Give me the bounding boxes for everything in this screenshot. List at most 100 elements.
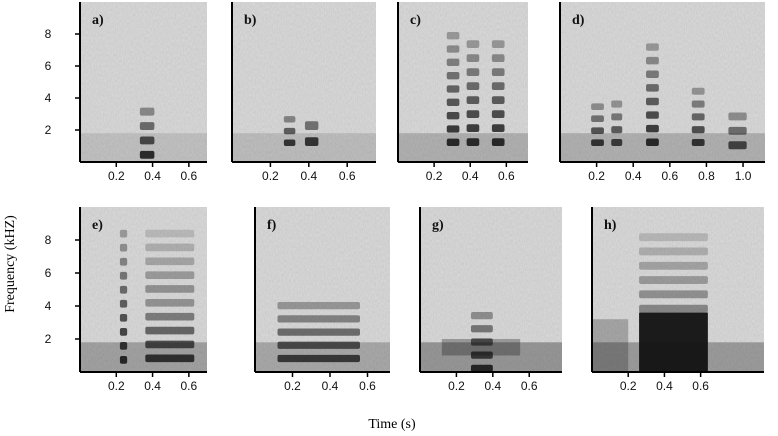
call-harmonic-band	[446, 138, 460, 146]
call-harmonic-band	[119, 356, 128, 364]
call-harmonic-band	[646, 84, 659, 92]
call-harmonic-band	[283, 127, 296, 135]
x-tick-label: 0.4	[144, 169, 161, 183]
x-tick-label: 0.2	[448, 379, 465, 393]
call-harmonic-band	[466, 96, 480, 104]
y-tick-label: 8	[45, 233, 52, 247]
panel-label: c)	[410, 13, 421, 28]
call-harmonic-band	[119, 243, 128, 252]
call-harmonic-band	[591, 139, 604, 146]
x-tick-label: 0.4	[144, 379, 161, 393]
y-tick-label: 6	[45, 59, 52, 73]
call-harmonic-band	[591, 115, 604, 122]
call-harmonic-band	[446, 32, 460, 40]
x-tick-label: 0.4	[462, 169, 479, 183]
call-harmonic-band	[446, 45, 460, 53]
call-harmonic-band	[119, 299, 128, 308]
spectrogram-noise	[232, 2, 376, 162]
spectrogram-noise	[398, 2, 528, 162]
call-energy-block	[592, 319, 629, 372]
x-tick-label: 0.4	[656, 379, 673, 393]
call-harmonic-band	[611, 126, 623, 134]
x-tick-label: 0.6	[339, 169, 356, 183]
call-harmonic-band	[145, 299, 195, 307]
y-axis-label: Frequency (kHZ)	[3, 215, 18, 313]
call-harmonic-band	[470, 311, 493, 320]
call-harmonic-band	[646, 56, 659, 65]
x-tick-label: 0.6	[181, 169, 198, 183]
call-harmonic-band	[491, 54, 505, 62]
x-tick-label: 0.8	[698, 169, 715, 183]
spectrogram-panel: 0.2 0.4 0.6 2 4 6 8 a)	[45, 2, 207, 183]
call-harmonic-band	[491, 110, 505, 118]
call-harmonic-band	[277, 315, 360, 323]
call-harmonic-band	[491, 96, 505, 104]
call-harmonic-band	[145, 243, 195, 252]
call-energy-block	[639, 312, 708, 372]
call-harmonic-band	[470, 325, 493, 333]
call-harmonic-band	[646, 138, 659, 146]
panel-label: g)	[432, 218, 444, 233]
call-harmonic-band	[145, 354, 195, 363]
x-tick-label: 0.6	[498, 169, 515, 183]
call-harmonic-band	[728, 141, 747, 150]
call-harmonic-band	[283, 116, 296, 123]
call-harmonic-band	[466, 82, 480, 90]
call-harmonic-band	[646, 70, 659, 78]
x-tick-label: 0.6	[692, 379, 709, 393]
call-harmonic-band	[446, 98, 460, 106]
call-energy-block	[441, 339, 521, 356]
y-tick-label: 2	[45, 332, 52, 346]
call-harmonic-band	[646, 43, 659, 51]
call-harmonic-band	[145, 326, 195, 335]
call-harmonic-band	[639, 304, 708, 313]
x-tick-label: 0.2	[426, 169, 443, 183]
x-tick-label: 0.2	[588, 169, 605, 183]
x-tick-label: 0.4	[300, 169, 317, 183]
call-harmonic-band	[611, 138, 623, 146]
x-tick-label: 0.4	[322, 379, 339, 393]
call-harmonic-band	[470, 364, 493, 372]
x-tick-label: 0.4	[625, 169, 642, 183]
low-frequency-band	[398, 133, 528, 162]
call-harmonic-band	[611, 100, 623, 108]
y-tick-label: 2	[45, 123, 52, 137]
call-harmonic-band	[691, 100, 705, 108]
call-harmonic-band	[139, 122, 155, 130]
spectrogram-panel: 0.2 0.4 0.6 0.8 1.0 d)	[559, 2, 765, 183]
call-harmonic-band	[646, 124, 659, 133]
call-harmonic-band	[145, 229, 195, 238]
call-harmonic-band	[639, 247, 708, 256]
call-harmonic-band	[491, 68, 505, 76]
call-harmonic-band	[691, 87, 705, 95]
y-tick-label: 4	[45, 299, 52, 313]
x-axis-label: Time (s)	[368, 417, 416, 432]
x-tick-label: 0.2	[620, 379, 637, 393]
call-harmonic-band	[466, 54, 480, 62]
call-harmonic-band	[639, 233, 708, 242]
low-frequency-band	[232, 133, 376, 162]
spectrogram-noise	[80, 2, 207, 162]
panel-label: e)	[92, 218, 103, 233]
call-harmonic-band	[470, 351, 493, 359]
call-harmonic-band	[466, 110, 480, 118]
call-harmonic-band	[470, 338, 493, 346]
x-tick-label: 0.6	[359, 379, 376, 393]
call-harmonic-band	[139, 136, 155, 145]
call-harmonic-band	[119, 313, 128, 322]
panel-label: a)	[92, 13, 104, 28]
call-harmonic-band	[728, 126, 747, 135]
call-harmonic-band	[119, 257, 128, 266]
call-harmonic-band	[145, 312, 195, 321]
call-harmonic-band	[691, 138, 705, 146]
panel-label: d)	[572, 13, 585, 28]
call-harmonic-band	[119, 327, 128, 336]
call-harmonic-band	[691, 126, 705, 134]
spectrogram-panel: 0.2 0.4 0.6 f)	[254, 207, 390, 393]
x-tick-label: 0.2	[108, 169, 125, 183]
call-harmonic-band	[491, 124, 505, 132]
call-harmonic-band	[591, 103, 604, 110]
x-tick-label: 0.2	[284, 379, 301, 393]
call-harmonic-band	[119, 342, 128, 350]
